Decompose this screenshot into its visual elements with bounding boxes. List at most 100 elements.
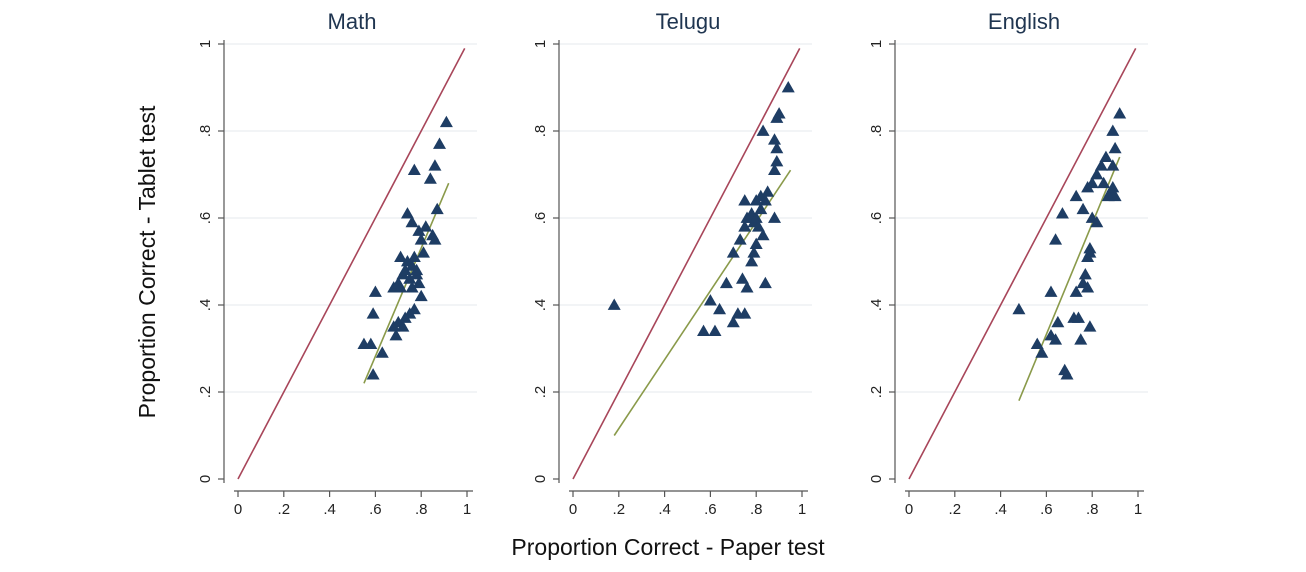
data-point: [751, 220, 765, 232]
y-tick-label: 1: [197, 40, 214, 48]
data-point: [416, 246, 430, 258]
data-point: [428, 159, 442, 171]
data-point: [403, 272, 417, 284]
fit-line: [1018, 156, 1121, 402]
data-point: [1097, 176, 1111, 189]
data-point: [1090, 215, 1104, 228]
data-point: [754, 189, 768, 202]
data-point: [1106, 159, 1120, 171]
data-point: [756, 228, 770, 241]
y-tick-label: .6: [868, 212, 885, 225]
data-point: [1078, 268, 1092, 280]
data-point: [719, 276, 733, 289]
panel-title: English: [988, 9, 1060, 34]
data-point: [407, 163, 421, 176]
y-axis-label: Proportion Correct - Tablet test: [134, 105, 160, 418]
data-point: [738, 194, 752, 206]
x-tick-label: 1: [798, 501, 806, 518]
y-tick-label: .8: [532, 125, 549, 138]
data-point: [758, 276, 772, 289]
data-point: [423, 172, 437, 184]
data-point: [749, 211, 763, 223]
y-tick-label: 1: [532, 40, 549, 48]
x-tick-label: 1: [1134, 501, 1142, 518]
data-point: [745, 255, 759, 267]
x-tick-label: .4: [658, 501, 671, 518]
data-point: [697, 324, 711, 336]
data-point: [1106, 181, 1120, 193]
x-tick-label: 0: [905, 501, 913, 518]
data-point: [772, 107, 786, 119]
y-tick-label: .8: [868, 125, 885, 138]
x-tick-label: .4: [323, 501, 336, 518]
data-point: [740, 281, 754, 293]
data-point: [398, 263, 412, 276]
data-point: [1101, 189, 1115, 202]
y-tick-label: .8: [197, 125, 214, 138]
data-point: [366, 368, 380, 380]
data-point: [726, 246, 740, 258]
data-point: [414, 289, 428, 302]
data-point: [405, 215, 419, 228]
y-tick-label: .6: [197, 212, 214, 225]
x-tick-label: .8: [415, 501, 428, 518]
data-point: [1069, 285, 1083, 297]
data-point: [708, 324, 722, 336]
data-point: [747, 246, 761, 258]
data-point: [768, 211, 782, 223]
data-point: [768, 163, 782, 176]
y-tick-label: 1: [868, 40, 885, 48]
y-tick-label: .2: [197, 386, 214, 399]
data-point: [768, 133, 782, 145]
data-point: [366, 307, 380, 319]
data-point: [389, 328, 403, 341]
panel-title: Telugu: [656, 9, 721, 34]
data-point: [1012, 302, 1026, 315]
data-point: [738, 307, 752, 319]
data-point: [703, 294, 717, 306]
data-point: [770, 141, 784, 154]
data-point: [735, 272, 749, 284]
data-point: [1113, 107, 1127, 119]
data-point: [439, 115, 453, 128]
y-tick-label: 0: [532, 475, 549, 483]
chart-panel-math: Math 0 .2 .4 .6 .8 1 0 .2 .4 .6 .8 1: [197, 9, 477, 518]
x-tick-label: .6: [369, 501, 382, 518]
data-point: [756, 124, 770, 136]
data-point: [1083, 320, 1097, 332]
data-point: [726, 315, 740, 328]
data-point: [1071, 311, 1085, 323]
y-tick-label: 0: [868, 475, 885, 483]
data-point: [1044, 285, 1058, 297]
data-point: [1083, 241, 1097, 254]
data-point: [761, 185, 775, 197]
y-tick-label: .2: [532, 386, 549, 399]
data-point: [433, 137, 447, 149]
data-point: [410, 263, 424, 276]
data-point: [396, 320, 410, 332]
y-tick-label: 0: [197, 475, 214, 483]
data-point: [1049, 333, 1063, 345]
data-point: [607, 298, 621, 310]
data-point: [1076, 202, 1090, 215]
data-point: [770, 154, 784, 167]
data-point: [1106, 124, 1120, 136]
equality-line: [572, 47, 801, 480]
x-tick-label: 0: [234, 501, 242, 518]
data-point: [394, 281, 408, 293]
data-point: [414, 233, 428, 245]
data-point: [1035, 346, 1049, 358]
x-axis-label: Proportion Correct - Paper test: [511, 534, 825, 560]
data-point: [713, 302, 727, 315]
data-point: [368, 285, 382, 297]
data-point: [428, 233, 442, 245]
data-point: [364, 337, 378, 350]
y-tick-label: .4: [868, 299, 885, 312]
data-point: [781, 81, 795, 93]
data-point: [1055, 207, 1069, 219]
data-point: [375, 346, 389, 358]
data-point: [405, 281, 419, 293]
data-point: [749, 237, 763, 249]
data-point: [754, 202, 768, 215]
y-tick-label: .4: [197, 299, 214, 312]
